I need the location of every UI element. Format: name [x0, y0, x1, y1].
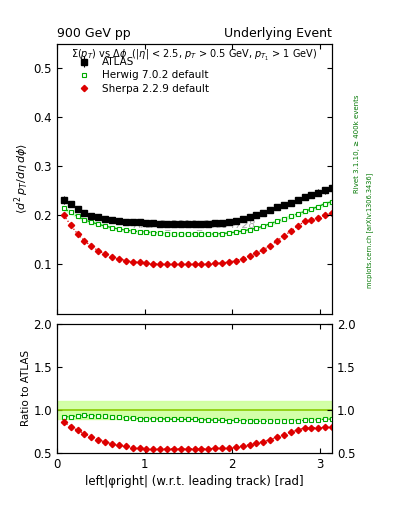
Sherpa 2.2.9 default: [227, 259, 231, 265]
Sherpa 2.2.9 default: [220, 260, 224, 266]
Sherpa 2.2.9 default: [254, 250, 259, 256]
Herwig 7.0.2 default: [89, 219, 94, 225]
Sherpa 2.2.9 default: [281, 233, 286, 239]
Herwig 7.0.2 default: [261, 223, 266, 229]
Herwig 7.0.2 default: [227, 230, 231, 236]
Text: Rivet 3.1.10, ≥ 400k events: Rivet 3.1.10, ≥ 400k events: [354, 94, 360, 193]
Herwig 7.0.2 default: [130, 228, 135, 234]
Herwig 7.0.2 default: [117, 226, 121, 232]
Herwig 7.0.2 default: [241, 228, 245, 234]
Herwig 7.0.2 default: [281, 216, 286, 222]
Sherpa 2.2.9 default: [172, 261, 176, 267]
Herwig 7.0.2 default: [316, 203, 321, 209]
Sherpa 2.2.9 default: [130, 259, 135, 265]
Sherpa 2.2.9 default: [302, 218, 307, 224]
Bar: [57, 401, 332, 418]
Sherpa 2.2.9 default: [323, 212, 328, 219]
Sherpa 2.2.9 default: [82, 238, 87, 244]
Herwig 7.0.2 default: [110, 225, 114, 231]
Y-axis label: Ratio to ATLAS: Ratio to ATLAS: [21, 350, 31, 426]
Herwig 7.0.2 default: [206, 231, 211, 237]
Sherpa 2.2.9 default: [137, 260, 142, 266]
Herwig 7.0.2 default: [158, 230, 163, 236]
X-axis label: left|φright| (w.r.t. leading track) [rad]: left|φright| (w.r.t. leading track) [rad…: [85, 475, 304, 488]
Herwig 7.0.2 default: [288, 214, 293, 220]
Sherpa 2.2.9 default: [288, 228, 293, 234]
Line: Herwig 7.0.2 default: Herwig 7.0.2 default: [62, 199, 334, 236]
Herwig 7.0.2 default: [151, 229, 156, 236]
Sherpa 2.2.9 default: [241, 255, 245, 262]
Herwig 7.0.2 default: [178, 231, 183, 237]
Sherpa 2.2.9 default: [199, 261, 204, 267]
Herwig 7.0.2 default: [302, 208, 307, 215]
Sherpa 2.2.9 default: [275, 238, 279, 244]
Herwig 7.0.2 default: [199, 231, 204, 237]
Herwig 7.0.2 default: [192, 231, 197, 237]
Sherpa 2.2.9 default: [178, 261, 183, 267]
Sherpa 2.2.9 default: [144, 261, 149, 267]
Text: ATLAS_2010_S8894728: ATLAS_2010_S8894728: [133, 219, 256, 230]
Sherpa 2.2.9 default: [165, 261, 169, 267]
Herwig 7.0.2 default: [103, 223, 107, 229]
Herwig 7.0.2 default: [96, 221, 101, 227]
Sherpa 2.2.9 default: [158, 261, 163, 267]
Sherpa 2.2.9 default: [68, 222, 73, 228]
Herwig 7.0.2 default: [330, 199, 334, 205]
Herwig 7.0.2 default: [137, 228, 142, 234]
Sherpa 2.2.9 default: [261, 247, 266, 253]
Sherpa 2.2.9 default: [151, 261, 156, 267]
Text: Underlying Event: Underlying Event: [224, 27, 332, 40]
Sherpa 2.2.9 default: [61, 212, 66, 219]
Text: mcplots.cern.ch [arXiv:1306.3436]: mcplots.cern.ch [arXiv:1306.3436]: [366, 173, 373, 288]
Sherpa 2.2.9 default: [330, 210, 334, 216]
Sherpa 2.2.9 default: [185, 261, 190, 267]
Sherpa 2.2.9 default: [296, 223, 300, 229]
Sherpa 2.2.9 default: [110, 254, 114, 260]
Sherpa 2.2.9 default: [213, 261, 217, 267]
Herwig 7.0.2 default: [172, 231, 176, 237]
Herwig 7.0.2 default: [144, 229, 149, 235]
Herwig 7.0.2 default: [165, 230, 169, 237]
Herwig 7.0.2 default: [220, 230, 224, 237]
Herwig 7.0.2 default: [268, 221, 272, 227]
Sherpa 2.2.9 default: [268, 243, 272, 249]
Sherpa 2.2.9 default: [117, 256, 121, 262]
Sherpa 2.2.9 default: [89, 243, 94, 249]
Herwig 7.0.2 default: [254, 225, 259, 231]
Sherpa 2.2.9 default: [75, 231, 80, 237]
Sherpa 2.2.9 default: [233, 258, 238, 264]
Sherpa 2.2.9 default: [206, 261, 211, 267]
Sherpa 2.2.9 default: [96, 248, 101, 254]
Legend: ATLAS, Herwig 7.0.2 default, Sherpa 2.2.9 default: ATLAS, Herwig 7.0.2 default, Sherpa 2.2.…: [68, 54, 212, 97]
Sherpa 2.2.9 default: [103, 251, 107, 257]
Herwig 7.0.2 default: [123, 227, 128, 233]
Sherpa 2.2.9 default: [247, 253, 252, 259]
Herwig 7.0.2 default: [61, 205, 66, 211]
Herwig 7.0.2 default: [82, 217, 87, 223]
Sherpa 2.2.9 default: [309, 217, 314, 223]
Sherpa 2.2.9 default: [316, 215, 321, 221]
Herwig 7.0.2 default: [309, 206, 314, 212]
Herwig 7.0.2 default: [75, 214, 80, 220]
Sherpa 2.2.9 default: [192, 261, 197, 267]
Herwig 7.0.2 default: [185, 231, 190, 237]
Text: $\Sigma(p_T)$ vs $\Delta\phi$  ($|\eta|$ < 2.5, $p_T$ > 0.5 GeV, $p_{T_1}$ > 1 G: $\Sigma(p_T)$ vs $\Delta\phi$ ($|\eta|$ …: [72, 48, 318, 62]
Sherpa 2.2.9 default: [123, 258, 128, 264]
Text: 900 GeV pp: 900 GeV pp: [57, 27, 130, 40]
Herwig 7.0.2 default: [247, 226, 252, 232]
Herwig 7.0.2 default: [323, 201, 328, 207]
Y-axis label: $\langle d^2\, p_T/d\eta\,d\phi \rangle$: $\langle d^2\, p_T/d\eta\,d\phi \rangle$: [12, 143, 31, 214]
Herwig 7.0.2 default: [296, 211, 300, 217]
Line: Sherpa 2.2.9 default: Sherpa 2.2.9 default: [62, 210, 334, 267]
Herwig 7.0.2 default: [213, 231, 217, 237]
Herwig 7.0.2 default: [275, 218, 279, 224]
Herwig 7.0.2 default: [233, 229, 238, 235]
Herwig 7.0.2 default: [68, 209, 73, 216]
